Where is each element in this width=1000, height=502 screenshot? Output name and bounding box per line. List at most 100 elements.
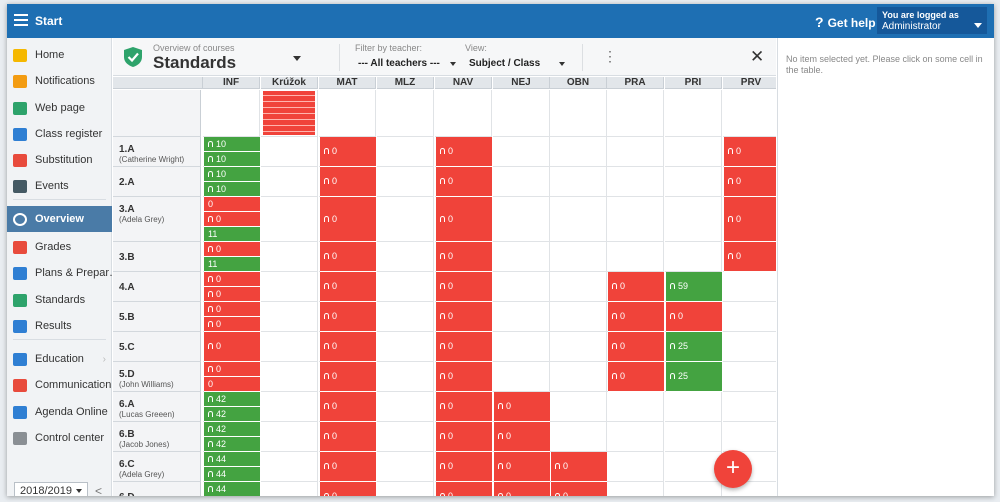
standard-cell[interactable]: 0: [666, 302, 722, 332]
standard-cell[interactable]: 0: [608, 272, 664, 302]
standard-cell[interactable]: 0: [320, 482, 376, 496]
standard-cell[interactable]: 0: [204, 317, 260, 332]
table-cell[interactable]: [319, 90, 376, 137]
standard-cell[interactable]: 0: [551, 452, 607, 482]
standard-cell[interactable]: 11: [204, 257, 260, 272]
sidebar-item-results[interactable]: Results: [7, 313, 112, 339]
standard-cell[interactable]: 0: [204, 362, 260, 377]
table-cell[interactable]: [607, 452, 664, 482]
table-cell[interactable]: [550, 302, 607, 332]
sidebar-item-class-register[interactable]: Class register: [7, 121, 112, 147]
table-cell[interactable]: [607, 422, 664, 452]
table-cell[interactable]: [550, 242, 607, 272]
column-header[interactable]: PRV: [723, 77, 776, 89]
table-cell[interactable]: [493, 90, 550, 137]
table-cell[interactable]: [723, 332, 776, 362]
table-cell[interactable]: [261, 482, 318, 496]
table-cell[interactable]: [607, 197, 664, 242]
row-header[interactable]: 1.A (Catherine Wright): [113, 137, 201, 167]
table-cell[interactable]: [607, 392, 664, 422]
row-header[interactable]: 4.A: [113, 272, 201, 302]
standard-cell[interactable]: 42: [204, 392, 260, 407]
standard-cell[interactable]: 44: [204, 482, 260, 496]
table-cell[interactable]: [261, 167, 318, 197]
table-cell[interactable]: [493, 332, 550, 362]
table-cell[interactable]: [493, 362, 550, 392]
table-cell[interactable]: [493, 137, 550, 167]
standard-cell[interactable]: 0: [320, 167, 376, 197]
standard-cell[interactable]: 0: [436, 197, 492, 242]
row-header[interactable]: 6.D: [113, 482, 201, 496]
table-cell[interactable]: [493, 272, 550, 302]
column-header[interactable]: PRA: [607, 77, 664, 89]
table-cell[interactable]: [261, 302, 318, 332]
table-cell[interactable]: [377, 242, 434, 272]
table-cell[interactable]: [493, 302, 550, 332]
standard-cell[interactable]: 0: [204, 242, 260, 257]
standard-cell[interactable]: 42: [204, 437, 260, 452]
standard-cell[interactable]: 0: [436, 452, 492, 482]
column-header[interactable]: PRI: [665, 77, 722, 89]
standard-cell[interactable]: 10: [204, 137, 260, 152]
get-help-button[interactable]: ? Get help: [815, 14, 876, 30]
standard-cell[interactable]: 0: [320, 362, 376, 392]
table-cell[interactable]: [377, 392, 434, 422]
standard-cell[interactable]: 0: [204, 272, 260, 287]
row-header[interactable]: [113, 90, 201, 137]
standard-cell[interactable]: 0: [551, 482, 607, 496]
standard-cell[interactable]: 0: [724, 167, 776, 197]
table-cell[interactable]: [665, 482, 722, 496]
standard-cell[interactable]: 0: [320, 392, 376, 422]
start-link[interactable]: Start: [35, 14, 63, 28]
table-cell[interactable]: [665, 422, 722, 452]
standard-cell[interactable]: 10: [204, 167, 260, 182]
row-header[interactable]: 6.C (Adela Grey): [113, 452, 201, 482]
standard-cell[interactable]: 0: [436, 272, 492, 302]
sidebar-item-education[interactable]: Education ›: [7, 346, 112, 372]
standard-cell[interactable]: 0: [436, 392, 492, 422]
table-cell[interactable]: [550, 392, 607, 422]
standard-cell[interactable]: 0: [204, 302, 260, 317]
column-header[interactable]: INF: [203, 77, 260, 89]
sidebar-item-home[interactable]: Home: [7, 42, 112, 68]
close-icon[interactable]: ✕: [750, 47, 765, 66]
standard-cell[interactable]: 0: [320, 197, 376, 242]
standard-cell[interactable]: 0: [608, 362, 664, 392]
table-cell[interactable]: [377, 272, 434, 302]
table-cell[interactable]: [665, 197, 722, 242]
hamburger-menu-icon[interactable]: [14, 14, 28, 26]
table-cell[interactable]: [723, 422, 776, 452]
table-cell[interactable]: [665, 392, 722, 422]
table-cell[interactable]: [261, 197, 318, 242]
standard-cell[interactable]: 42: [204, 422, 260, 437]
row-header[interactable]: 5.C: [113, 332, 201, 362]
sidebar-item-agenda-online[interactable]: Agenda Online: [7, 399, 112, 425]
table-cell[interactable]: [261, 392, 318, 422]
table-cell[interactable]: [261, 362, 318, 392]
table-cell[interactable]: [377, 167, 434, 197]
standard-cell[interactable]: 0: [436, 302, 492, 332]
table-cell[interactable]: [435, 90, 492, 137]
table-cell[interactable]: [377, 332, 434, 362]
table-cell[interactable]: [607, 90, 664, 137]
row-header[interactable]: 6.A (Lucas Greeen): [113, 392, 201, 422]
table-cell[interactable]: [723, 392, 776, 422]
table-cell[interactable]: [377, 362, 434, 392]
table-cell[interactable]: [607, 137, 664, 167]
table-cell[interactable]: [665, 90, 722, 137]
collapse-sidebar-icon[interactable]: <: [95, 484, 103, 496]
standard-cell[interactable]: 0: [320, 302, 376, 332]
standard-cell[interactable]: 0: [436, 362, 492, 392]
table-cell[interactable]: [550, 167, 607, 197]
sidebar-item-standards[interactable]: Standards: [7, 287, 112, 313]
table-cell[interactable]: [665, 452, 722, 482]
row-header[interactable]: 3.A (Adela Grey): [113, 197, 201, 242]
standard-cell[interactable]: 0: [320, 137, 376, 167]
standard-cell[interactable]: 0: [436, 482, 492, 496]
standard-cell[interactable]: 0: [608, 302, 664, 332]
teacher-filter-select[interactable]: --- All teachers ---: [358, 58, 440, 69]
table-cell[interactable]: [377, 422, 434, 452]
standard-cell[interactable]: 0: [724, 242, 776, 272]
standard-cell[interactable]: 0: [724, 197, 776, 242]
row-header[interactable]: 2.A: [113, 167, 201, 197]
